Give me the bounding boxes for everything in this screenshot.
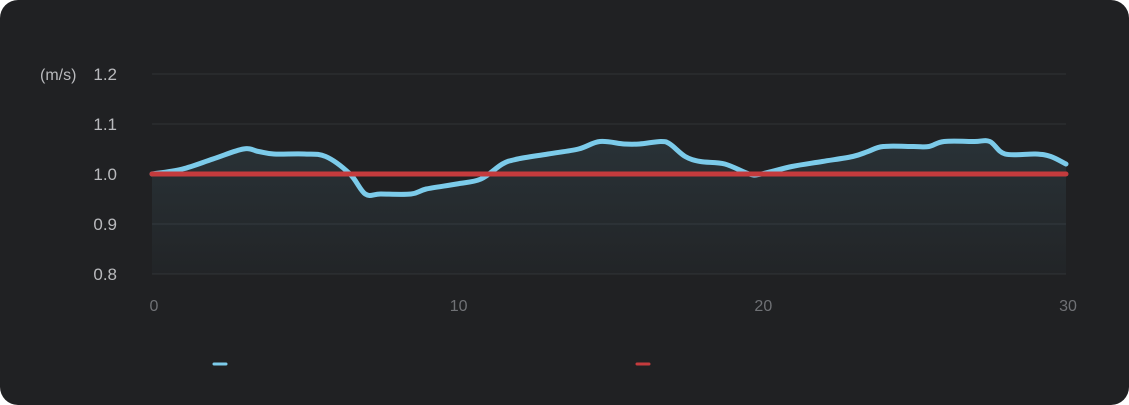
y-axis-ticks: 1.2 1.1 1.0 0.9 0.8 — [93, 65, 117, 284]
y-tick-label: 0.9 — [93, 215, 117, 234]
area-fills — [152, 140, 1066, 274]
y-axis-label: (m/s) — [40, 67, 76, 84]
y-tick-label: 0.8 — [93, 265, 117, 284]
y-tick-label: 1.1 — [93, 115, 117, 134]
x-axis-ticks: 0 10 20 30 — [150, 298, 1077, 315]
y-tick-label: 1.2 — [93, 65, 117, 84]
x-tick-label: 0 — [150, 298, 159, 315]
x-tick-label: 20 — [754, 298, 772, 315]
series-line — [149, 138, 1069, 198]
x-tick-label: 10 — [450, 298, 468, 315]
x-tick-label: 30 — [1059, 298, 1077, 315]
series-area — [152, 140, 1066, 274]
y-tick-label: 1.0 — [93, 165, 117, 184]
series-lines — [149, 138, 1069, 198]
